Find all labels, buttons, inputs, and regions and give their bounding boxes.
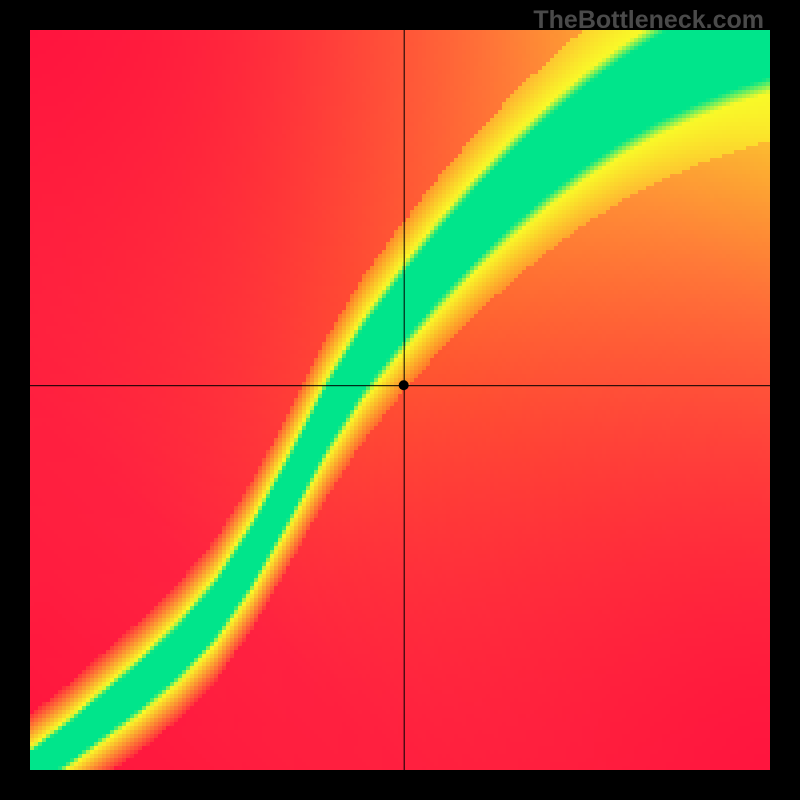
heatmap-canvas [0, 0, 800, 800]
watermark-text: TheBottleneck.com [533, 6, 764, 35]
chart-container: TheBottleneck.com [0, 0, 800, 800]
